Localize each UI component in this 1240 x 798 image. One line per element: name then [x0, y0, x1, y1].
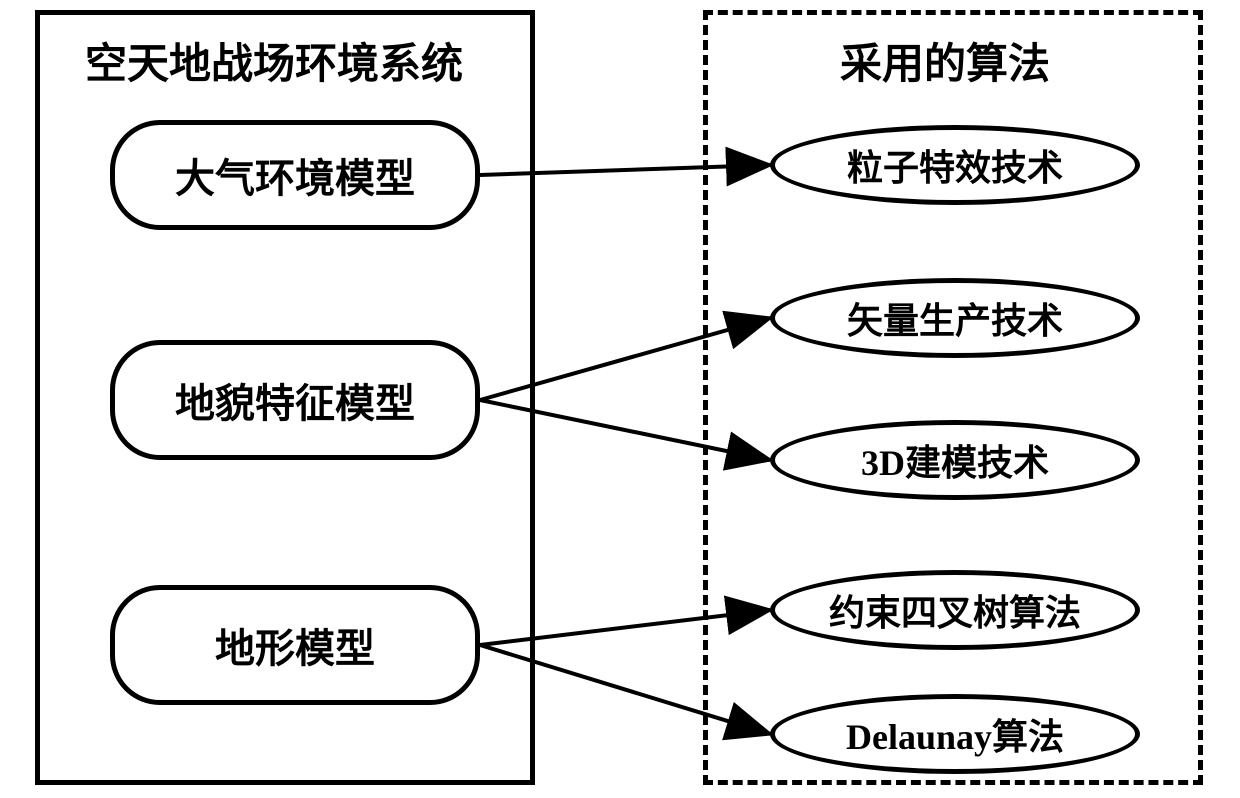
node-particle: 粒子特效技术 [770, 125, 1140, 205]
left-panel-title: 空天地战场环境系统 [85, 30, 463, 91]
node-vector: 矢量生产技术 [770, 278, 1140, 358]
diagram-container: 空天地战场环境系统 采用的算法 大气环境模型 地貌特征模型 地形模型 粒子特效技… [0, 0, 1240, 798]
node-delaunay: Delaunay算法 [770, 694, 1140, 774]
node-terrain-model: 地形模型 [110, 585, 480, 705]
node-terrain-feature: 地貌特征模型 [110, 340, 480, 460]
node-3dmodel: 3D建模技术 [770, 420, 1140, 500]
right-panel-title: 采用的算法 [840, 30, 1050, 91]
node-atmos: 大气环境模型 [110, 120, 480, 230]
node-quadtree: 约束四叉树算法 [770, 570, 1140, 650]
